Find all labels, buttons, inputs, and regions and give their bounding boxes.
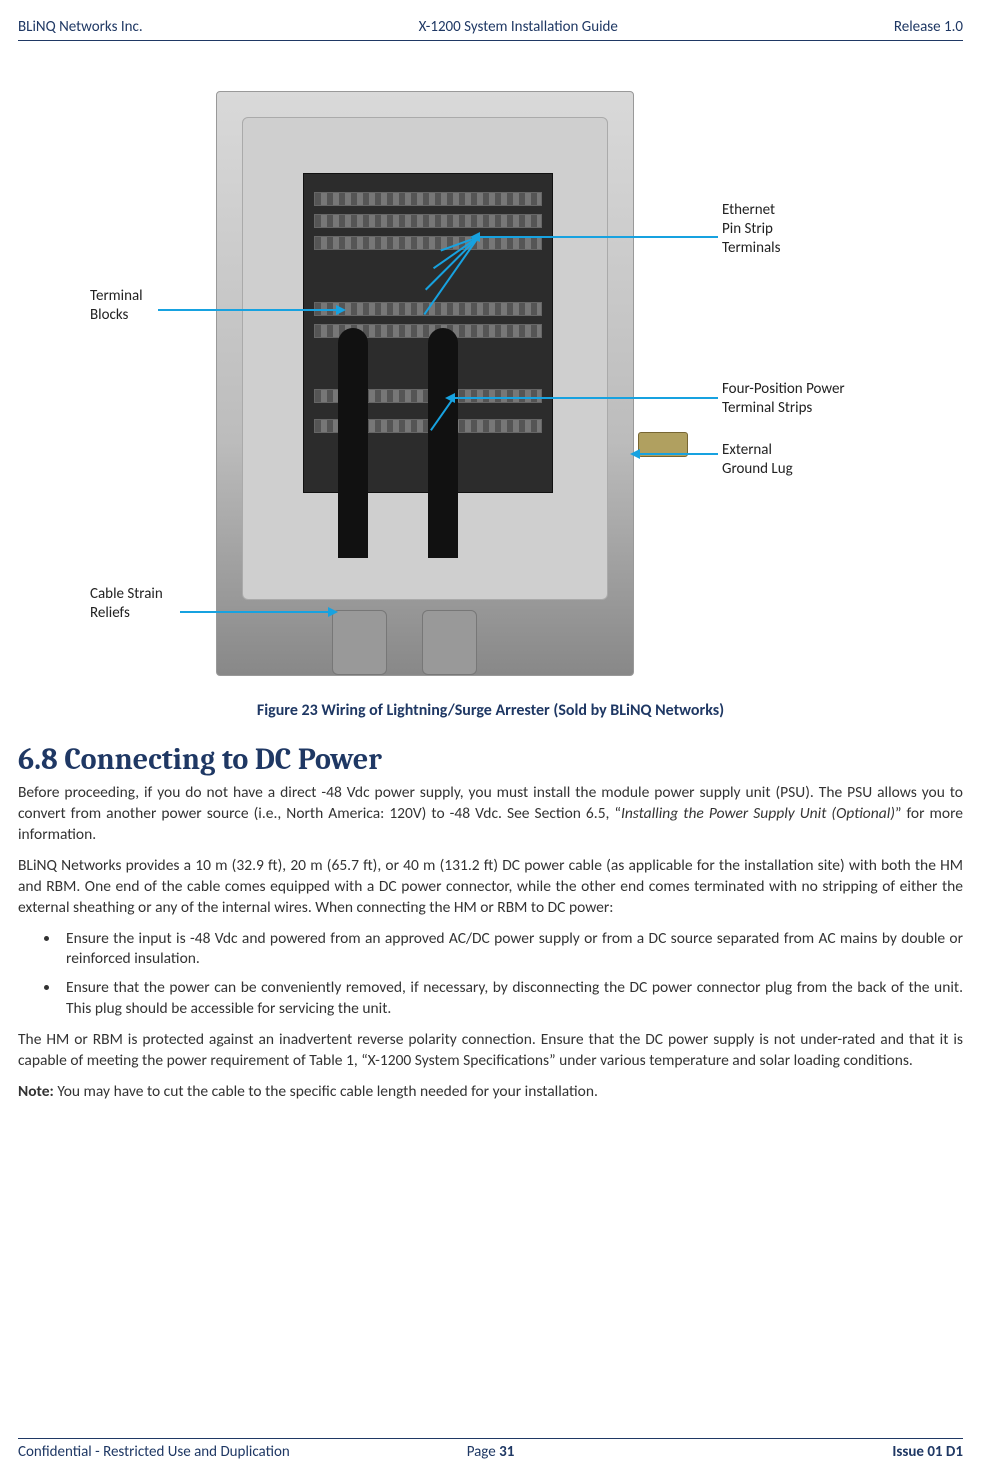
- arrow-four-position: [453, 397, 718, 399]
- bullet-list: Ensure the input is -48 Vdc and powered …: [60, 929, 963, 1021]
- page-footer: Confidential - Restricted Use and Duplic…: [18, 1438, 963, 1461]
- label-terminal-blocks: Terminal Blocks: [90, 287, 143, 325]
- paragraph-3: The HM or RBM is protected against an in…: [18, 1030, 963, 1072]
- header-center: X-1200 System Installation Guide: [419, 18, 618, 36]
- header-right: Release 1.0: [894, 18, 963, 36]
- arrow-ethernet: [478, 236, 718, 238]
- arrow-cable-strain: [180, 611, 330, 613]
- label-ethernet-pin-strip: Ethernet Pin Strip Terminals: [722, 201, 780, 257]
- arrow-terminal-blocks: [158, 309, 338, 311]
- section-heading: 6.8 Connecting to DC Power: [18, 742, 963, 777]
- figure-caption: Figure 23 Wiring of Lightning/Surge Arre…: [18, 701, 963, 720]
- figure-23: Terminal Blocks Cable Strain Reliefs Eth…: [18, 91, 963, 691]
- label-four-position: Four-Position Power Terminal Strips: [722, 380, 845, 418]
- note-label: Note:: [18, 1082, 54, 1101]
- page-header: BLiNQ Networks Inc. X-1200 System Instal…: [18, 18, 963, 41]
- note-paragraph: Note: You may have to cut the cable to t…: [18, 1082, 963, 1103]
- header-left: BLiNQ Networks Inc.: [18, 18, 143, 36]
- bullet-2: Ensure that the power can be convenientl…: [60, 978, 963, 1020]
- label-ground-lug: External Ground Lug: [722, 441, 793, 479]
- device-lid: [242, 117, 608, 600]
- arrow-ground-lug: [638, 453, 718, 455]
- section-number: 6.8: [18, 742, 58, 777]
- section-title: Connecting to DC Power: [64, 742, 382, 777]
- cable-gland-right: [422, 610, 477, 675]
- paragraph-2: BLiNQ Networks provides a 10 m (32.9 ft)…: [18, 856, 963, 919]
- label-cable-strain: Cable Strain Reliefs: [90, 585, 163, 623]
- cable-right: [428, 328, 458, 558]
- paragraph-1: Before proceeding, if you do not have a …: [18, 783, 963, 846]
- cable-gland-left: [332, 610, 387, 675]
- cable-left: [338, 328, 368, 558]
- footer-center: Page 31: [18, 1443, 963, 1461]
- body-text: Before proceeding, if you do not have a …: [18, 783, 963, 1103]
- bullet-1: Ensure the input is -48 Vdc and powered …: [60, 929, 963, 971]
- device-enclosure: [216, 91, 634, 676]
